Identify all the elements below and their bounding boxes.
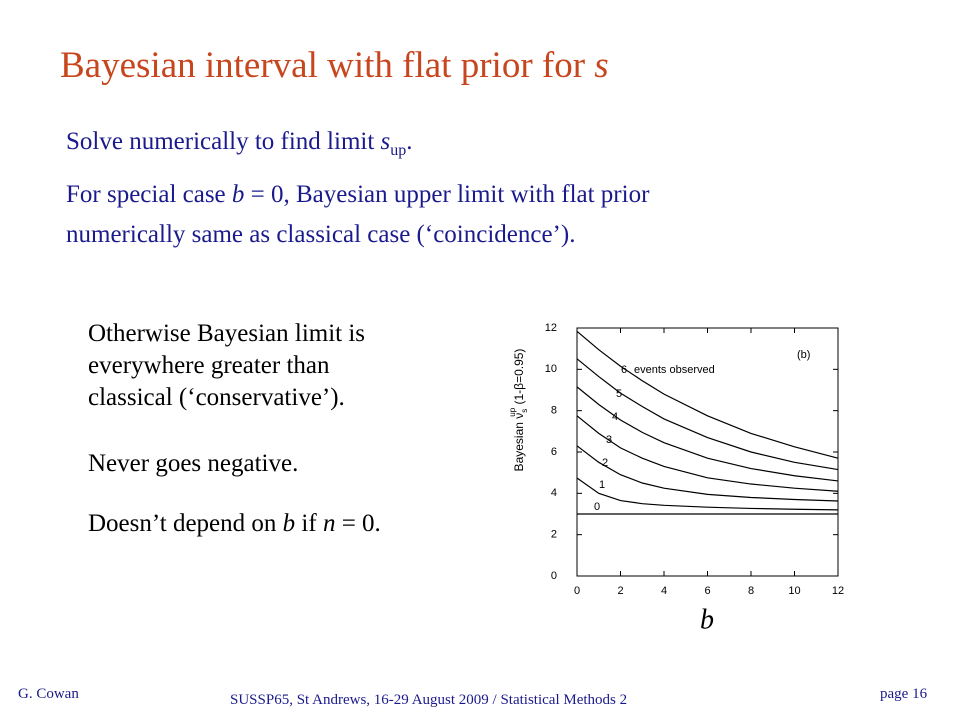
y-axis-label-part: Bayesian ν <box>512 413 526 472</box>
series-label: 6 <box>621 364 627 376</box>
text: Solve numerically to find limit <box>66 128 381 155</box>
series-label: 0 <box>594 501 600 513</box>
subscript: up <box>390 142 407 159</box>
y-tick-label: 6 <box>551 446 557 458</box>
line-series <box>576 445 839 502</box>
x-tick-label: 4 <box>661 585 667 597</box>
line-series <box>576 358 839 471</box>
left-line: everywhere greater than <box>88 352 330 379</box>
line-series <box>576 386 839 482</box>
x-axis-label: b <box>700 604 714 635</box>
series-label: 2 <box>602 457 608 469</box>
x-tick-label: 12 <box>832 585 844 597</box>
x-tick-label: 10 <box>788 585 800 597</box>
left-line: classical (‘conservative’). <box>88 384 345 411</box>
x-tick-label: 8 <box>748 585 754 597</box>
line-series <box>576 330 839 459</box>
text: = 0, Bayesian upper limit with flat prio… <box>244 181 650 208</box>
left-line: Never goes negative. <box>88 450 299 477</box>
var: s <box>380 128 391 155</box>
text: if <box>295 510 323 537</box>
x-tick-label: 6 <box>704 585 710 597</box>
left-line: Doesn’t depend on b if n = 0. <box>88 510 381 538</box>
series-label: 3 <box>606 434 612 446</box>
y-tick-label: 2 <box>551 529 557 541</box>
y-tick-label: 12 <box>545 322 557 334</box>
text: For special case <box>66 181 232 208</box>
footer-event: SUSSP65, St Andrews, 16-29 August 2009 /… <box>230 692 628 708</box>
series-label: 1 <box>599 479 605 491</box>
text: . <box>406 128 413 155</box>
var: n <box>322 510 336 537</box>
text: = 0. <box>335 510 381 537</box>
body-line: For special case b = 0, Bayesian upper l… <box>66 181 649 209</box>
body-line: numerically same as classical case (‘coi… <box>66 221 576 248</box>
body-line: Solve numerically to find limit sup. <box>66 128 413 160</box>
var: b <box>282 510 296 537</box>
y-tick-label: 0 <box>551 570 557 582</box>
annotation: (b) <box>797 349 810 361</box>
y-axis-label-part: s <box>520 409 529 413</box>
y-axis-label-part: (1-β=0.95) <box>512 349 526 408</box>
x-tick-label: 0 <box>574 585 580 597</box>
y-axis-label: Bayesian νsup (1-β=0.95) <box>508 349 529 472</box>
footer-page: page 16 <box>880 686 928 702</box>
annotation: events observed <box>634 364 715 376</box>
line-series <box>576 415 839 492</box>
y-axis-label-part: up <box>508 407 517 416</box>
y-tick-label: 10 <box>545 363 557 375</box>
series-label: 5 <box>616 388 622 400</box>
text: Doesn’t depend on <box>88 510 283 537</box>
x-tick-label: 2 <box>617 585 623 597</box>
series-label: 4 <box>612 411 618 423</box>
title-text: Bayesian interval with flat prior for <box>60 45 595 86</box>
slide-title: Bayesian interval with flat prior for s <box>60 44 609 87</box>
title-var: s <box>594 45 609 86</box>
var: b <box>231 181 245 208</box>
footer-author: G. Cowan <box>18 686 79 702</box>
y-tick-label: 4 <box>551 487 557 499</box>
line-series <box>576 477 839 511</box>
left-line: Otherwise Bayesian limit is <box>88 320 366 347</box>
y-tick-label: 8 <box>551 405 557 417</box>
